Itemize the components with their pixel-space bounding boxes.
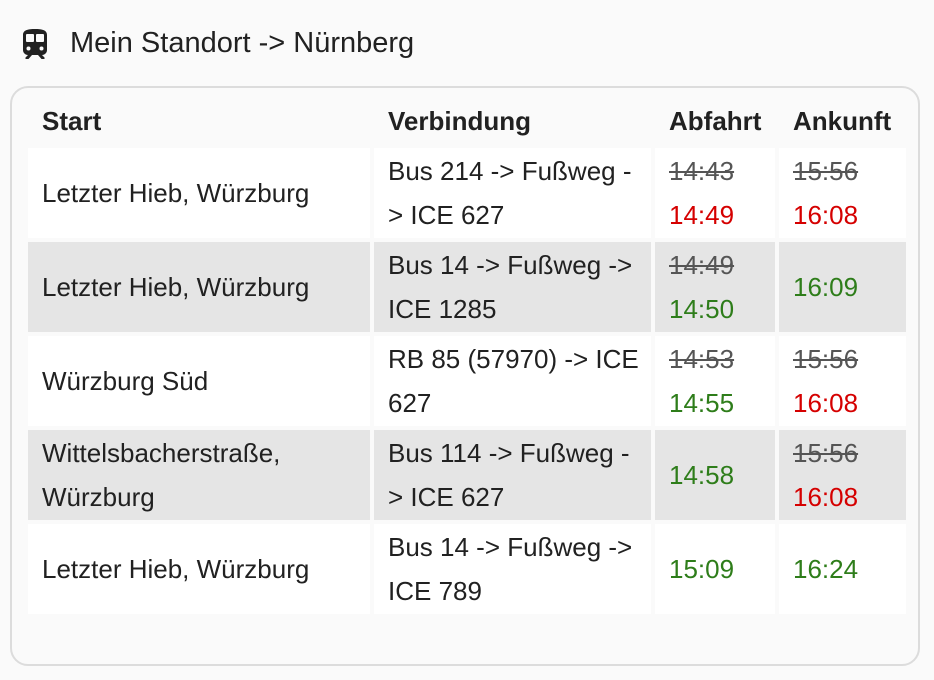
cell-connection: Bus 14 -> Fußweg -> ICE 1285 bbox=[374, 242, 651, 332]
column-header-start: Start bbox=[42, 105, 102, 136]
cell-connection: RB 85 (57970) -> ICE 627 bbox=[374, 336, 651, 426]
cell-connection: Bus 14 -> Fußweg -> ICE 789 bbox=[374, 524, 651, 614]
table-row[interactable]: Letzter Hieb, Würzburg Bus 14 -> Fußweg -… bbox=[28, 242, 906, 332]
cell-start: Wittelsbacherstraße, Würzburg bbox=[28, 430, 370, 520]
cell-connection: Bus 114 -> Fußweg -> ICE 627 bbox=[374, 430, 651, 520]
cell-arrival: 15:56 16:08 bbox=[779, 336, 906, 426]
table-row[interactable]: Letzter Hieb, Würzburg Bus 214 -> Fußweg … bbox=[28, 148, 906, 238]
cell-arrival: 16:24 bbox=[779, 524, 906, 614]
departure-actual-time: 14:58 bbox=[669, 460, 735, 490]
cell-departure: 14:43 14:49 bbox=[655, 148, 775, 238]
departure-scheduled-time: 14:49 bbox=[669, 250, 735, 280]
table-row[interactable]: Würzburg Süd RB 85 (57970) -> ICE 627 14:5… bbox=[28, 336, 906, 426]
connection-text: Bus 214 -> Fußweg -> ICE 627 bbox=[388, 156, 632, 230]
cell-departure: 14:58 bbox=[655, 430, 775, 520]
column-header-connection: Verbindung bbox=[388, 105, 531, 136]
table-row[interactable]: Wittelsbacherstraße, Würzburg Bus 114 -> … bbox=[28, 430, 906, 520]
departure-actual-time: 15:09 bbox=[669, 554, 735, 584]
departure-actual-time: 14:50 bbox=[669, 294, 735, 324]
arrival-scheduled-time: 15:56 bbox=[793, 344, 859, 374]
cell-start: Würzburg Süd bbox=[28, 336, 370, 426]
connection-text: RB 85 (57970) -> ICE 627 bbox=[388, 344, 639, 418]
departure-scheduled-time: 14:53 bbox=[669, 344, 735, 374]
departure-actual-time: 14:55 bbox=[669, 388, 735, 418]
table-row[interactable]: Letzter Hieb, Würzburg Bus 14 -> Fußweg -… bbox=[28, 524, 906, 614]
connection-text: Bus 14 -> Fußweg -> ICE 789 bbox=[388, 532, 633, 606]
cell-start: Letzter Hieb, Würzburg bbox=[28, 242, 370, 332]
column-header-departure: Abfahrt bbox=[669, 105, 762, 136]
column-header-arrival: Ankunft bbox=[793, 105, 892, 136]
connection-text: Bus 114 -> Fußweg -> ICE 627 bbox=[388, 438, 630, 512]
departure-scheduled-time: 14:43 bbox=[669, 156, 735, 186]
arrival-actual-time: 16:09 bbox=[793, 272, 859, 302]
connection-text: Bus 14 -> Fußweg -> ICE 1285 bbox=[388, 250, 633, 324]
cell-arrival: 15:56 16:08 bbox=[779, 148, 906, 238]
arrival-actual-time: 16:08 bbox=[793, 388, 859, 418]
cell-start: Letzter Hieb, Würzburg bbox=[28, 148, 370, 238]
cell-arrival: 15:56 16:08 bbox=[779, 430, 906, 520]
connections-card: Start Verbindung Abfahrt Ankunft Letzter… bbox=[10, 86, 920, 666]
header: Mein Standort -> Nürnberg bbox=[0, 0, 934, 86]
train-icon bbox=[23, 29, 47, 59]
cell-arrival: 16:09 bbox=[779, 242, 906, 332]
cell-departure: 15:09 bbox=[655, 524, 775, 614]
connections-table: Start Verbindung Abfahrt Ankunft Letzter… bbox=[24, 94, 910, 618]
cell-departure: 14:49 14:50 bbox=[655, 242, 775, 332]
cell-departure: 14:53 14:55 bbox=[655, 336, 775, 426]
arrival-scheduled-time: 15:56 bbox=[793, 438, 859, 468]
departure-actual-time: 14:49 bbox=[669, 200, 735, 230]
table-header-row: Start Verbindung Abfahrt Ankunft bbox=[28, 98, 906, 144]
arrival-scheduled-time: 15:56 bbox=[793, 156, 859, 186]
arrival-actual-time: 16:24 bbox=[793, 554, 859, 584]
arrival-actual-time: 16:08 bbox=[793, 482, 859, 512]
cell-start: Letzter Hieb, Würzburg bbox=[28, 524, 370, 614]
cell-connection: Bus 214 -> Fußweg -> ICE 627 bbox=[374, 148, 651, 238]
arrival-actual-time: 16:08 bbox=[793, 200, 859, 230]
page-title: Mein Standort -> Nürnberg bbox=[70, 27, 415, 59]
